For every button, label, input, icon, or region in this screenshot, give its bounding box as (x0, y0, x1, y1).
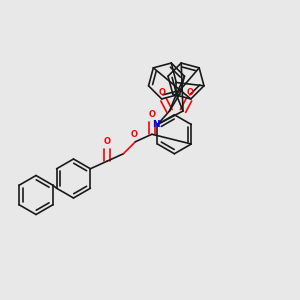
Text: O: O (103, 136, 110, 146)
Text: O: O (187, 88, 194, 97)
Text: O: O (158, 88, 166, 97)
Text: N: N (152, 120, 160, 129)
Text: O: O (130, 130, 137, 139)
Text: O: O (148, 110, 155, 118)
